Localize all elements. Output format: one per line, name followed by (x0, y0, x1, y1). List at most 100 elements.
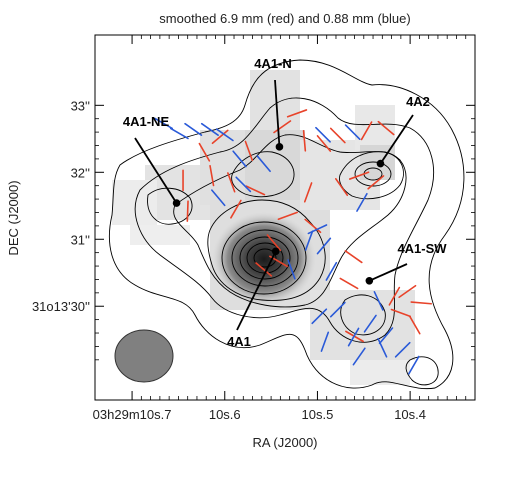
greyscale-emission (112, 70, 415, 385)
vector-red-32 (198, 142, 211, 162)
vector-red-19 (335, 178, 349, 197)
vector-red-11 (273, 120, 292, 134)
vector-red-1 (186, 200, 189, 222)
contour-4 (207, 199, 326, 301)
vector-red-3 (211, 129, 229, 145)
vector-blue-11 (304, 230, 314, 251)
vector-red-30 (410, 301, 433, 305)
y-axis-label: DEC (J2000) (6, 180, 21, 255)
contour-core-2 (231, 229, 299, 287)
vector-blue-21 (311, 308, 328, 325)
vector-red-22 (348, 171, 370, 180)
vector-red-26 (388, 286, 401, 306)
y-tick-label-0: 33'' (71, 98, 90, 113)
source-markers: 4A1 4A1-N 4A2 4A1-NE 4A1-SW (123, 56, 447, 349)
vector-red-15 (303, 182, 313, 203)
vector-blue-13 (325, 261, 338, 281)
contour-core-3 (239, 236, 291, 280)
contour-lines (109, 59, 465, 390)
vector-red-21 (344, 250, 363, 264)
marker-4a1-n (275, 143, 284, 151)
label-4a1: 4A1 (227, 334, 251, 349)
contour-4a1n-region (231, 151, 295, 198)
label-4a1-ne: 4A1-NE (123, 114, 170, 129)
vector-red-12 (277, 211, 298, 221)
vector-blue-16 (377, 337, 388, 358)
plot-frame (94, 34, 476, 401)
contour-far-sw (405, 356, 439, 386)
vector-blue-5 (211, 189, 226, 207)
axes: 03h29m10s.7 10s.6 10s.5 10s.4 33'' 32'' 31'' 31… (32, 35, 476, 422)
x-tick-label-2: 10s.5 (302, 407, 334, 422)
vector-red-24 (367, 175, 385, 190)
contour-core-1 (221, 221, 307, 295)
y-tick-label-1: 32'' (71, 165, 90, 180)
vector-blue-15 (378, 327, 394, 345)
vector-blue-22 (320, 331, 330, 352)
vector-red-17 (316, 135, 332, 152)
label-4a1-n: 4A1-N (254, 56, 292, 71)
vector-blue-17 (363, 314, 377, 333)
vector-blue-18 (352, 347, 366, 366)
vector-blue-19 (347, 327, 360, 347)
contour-2 (134, 97, 435, 343)
leader-4a1 (236, 250, 277, 331)
vector-red-29 (408, 315, 421, 335)
vector-blue-14 (373, 291, 384, 311)
vector-red-27 (390, 308, 412, 318)
x-tick-label-1: 10s.6 (209, 407, 241, 422)
vector-blue-10 (356, 192, 368, 212)
vector-red-28 (398, 284, 417, 299)
contour-sw-lobe (340, 294, 386, 336)
vector-blue-0 (154, 117, 174, 130)
contour-ne-lobe (147, 187, 193, 225)
label-4a2: 4A2 (406, 94, 430, 109)
vector-blue-2 (184, 122, 203, 136)
contour-3 (173, 134, 407, 308)
vector-blue-23 (394, 341, 411, 358)
x-tick-label-0: 03h29m10s.7 (93, 407, 172, 422)
contour-core-5 (253, 248, 277, 268)
vector-blue-6 (232, 150, 247, 168)
label-4a1-sw: 4A1-SW (397, 241, 447, 256)
leader-4a2 (379, 114, 414, 165)
vector-red-7 (245, 185, 266, 196)
vector-red-9 (266, 234, 282, 252)
x-axis-label: RA (J2000) (252, 435, 317, 450)
leader-4a1-sw (368, 263, 408, 282)
vector-red-16 (304, 218, 322, 234)
beam-ellipse (114, 329, 174, 383)
vector-blue-9 (344, 124, 361, 140)
vector-red-18 (329, 127, 346, 144)
y-tick-label-2: 31'' (71, 232, 90, 247)
leader-4a1-ne (134, 137, 178, 204)
contour-outer (109, 59, 465, 390)
vector-blue-20 (329, 301, 346, 318)
vector-blue-8 (315, 126, 331, 143)
y-tick-label-3: 31o13'30'' (32, 299, 90, 314)
vector-blue-1 (169, 127, 189, 140)
vector-red-6 (244, 140, 254, 162)
vector-red-8 (255, 262, 273, 277)
vector-red-4 (227, 172, 236, 193)
vector-blue-3 (200, 122, 219, 136)
vector-blue-25 (307, 224, 328, 235)
marker-4a2 (376, 159, 385, 168)
vector-blue-4 (215, 128, 234, 142)
polarization-vectors (154, 109, 433, 375)
vector-red-25 (377, 120, 395, 136)
contour-4a2-mid (354, 161, 392, 187)
marker-4a1-ne (172, 199, 181, 207)
vector-red-2 (209, 164, 215, 187)
vector-blue-24 (408, 355, 420, 375)
vector-red-13 (286, 109, 308, 118)
x-tick-label-3: 10s.4 (394, 407, 426, 422)
vector-red-23 (360, 121, 373, 141)
vector-red-14 (302, 130, 307, 152)
marker-4a1 (271, 247, 280, 256)
vector-blue-26 (235, 176, 252, 193)
marker-4a1-sw (365, 276, 374, 285)
vector-blue-27 (287, 259, 296, 280)
contour-4a2-outer (339, 151, 404, 200)
